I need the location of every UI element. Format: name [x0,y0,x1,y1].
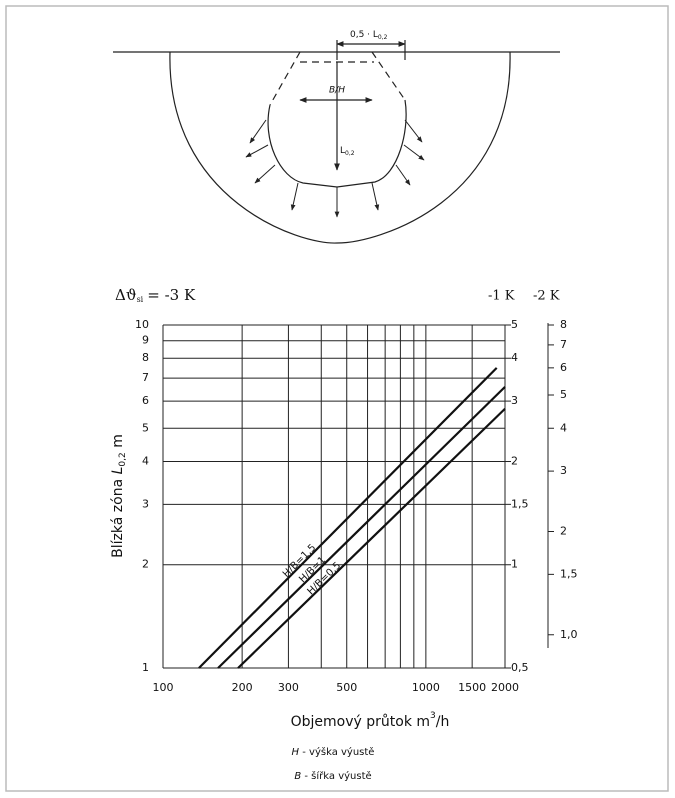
series-line [238,409,505,668]
y-tick-label: 1 [142,661,149,674]
y-tick-label: 6 [142,394,149,407]
label: - výška výustě [299,746,374,758]
label: 0,2 [378,34,388,41]
right1-header: -1 K [488,289,515,304]
y3-tick-label: 1,0 [560,628,578,641]
series-line [199,368,497,668]
label: 0,2 [118,452,128,466]
label: si [137,295,144,304]
label: m [110,434,126,452]
y3-tick-label: 8 [560,318,567,331]
label: = -3 K [147,286,196,304]
y-tick-label: 5 [142,421,149,434]
label: - šířka výustě [301,770,371,782]
y2-tick-label: 1 [511,558,518,571]
page: 0,5 · L0,2 B/H L0,2 Δϑsi= -3 K -1 K -2 K… [0,0,675,798]
series-line [218,387,505,668]
y-tick-label: 7 [142,371,149,384]
x-tick-label: 300 [278,681,299,694]
x-tick-label: 2000 [491,681,519,694]
flow-arrows [246,120,424,217]
y3-tick-label: 4 [560,421,567,434]
y3-tick-label: 7 [560,338,567,351]
label: 0,2 [345,150,355,157]
width-label: 0,5 · L0,2 [350,30,388,41]
y2-tick-label: 0,5 [511,661,529,674]
y-tick-label: 4 [142,454,149,467]
depth-label: L0,2 [340,146,355,157]
x-tick-label: 1500 [458,681,486,694]
y-tick-label: 10 [135,318,149,331]
left-header: Δϑsi= -3 K [115,286,196,304]
y2-tick-label: 4 [511,351,518,364]
y2-tick-label: 3 [511,394,518,407]
y3-tick-label: 3 [560,464,567,477]
x-tick-label: 1000 [412,681,440,694]
x-axis-label: Objemový průtok m3/h [291,711,450,731]
label: Δϑ [115,286,137,304]
y-axis-label: Blízká zóna L0,2 m [110,434,128,558]
x-tick-label: 100 [153,681,174,694]
label: Blízká zóna [110,474,126,557]
y3-tick-label: 1,5 [560,567,578,580]
y-tick-label: 2 [142,558,149,571]
label: 0,5 · L [350,30,378,40]
label: L [110,467,126,475]
y3-tick-label: 2 [560,525,567,538]
right2-header: -2 K [533,289,560,304]
label: /h [436,714,450,730]
y-tick-label: 9 [142,334,149,347]
y2-tick-label: 2 [511,454,518,467]
y2-tick-label: 1,5 [511,497,529,510]
opening-label: B/H [329,86,345,96]
diagram: 0,5 · L0,2 B/H L0,2 [113,30,560,244]
y-tick-label: 8 [142,351,149,364]
x-tick-label: 200 [232,681,253,694]
y2-tick-label: 5 [511,318,518,331]
x-tick-label: 500 [336,681,357,694]
y-tick-label: 3 [142,497,149,510]
y3-tick-label: 6 [560,361,567,374]
note: H - výška výustě [292,746,375,758]
note: B - šířka výustě [294,770,371,782]
y3-tick-label: 5 [560,388,567,401]
label: Objemový průtok m [291,714,430,730]
